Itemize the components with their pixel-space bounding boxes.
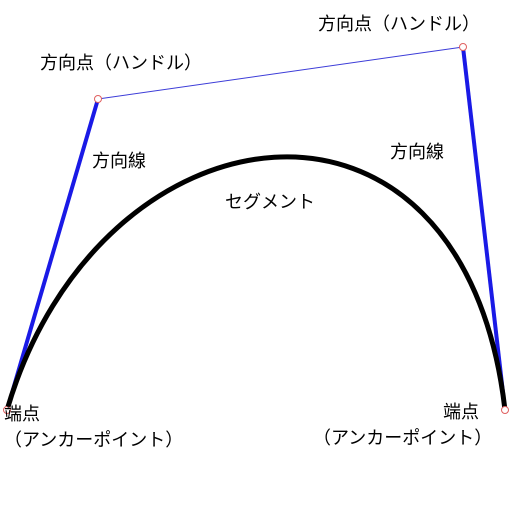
handle-label-left: 方向点（ハンドル）	[40, 53, 202, 74]
anchor-label-left-line1: 端点	[4, 404, 40, 425]
direction-line-label-left: 方向線	[92, 151, 146, 172]
anchor-point-left[interactable]	[3, 406, 11, 414]
handle-label-right: 方向点（ハンドル）	[318, 14, 480, 35]
anchor-label-right-line1: 端点	[443, 402, 479, 423]
segment-label: セグメント	[225, 192, 315, 213]
handle-point-right[interactable]	[459, 43, 467, 51]
direction-line-right	[461, 46, 507, 411]
handle-point-left[interactable]	[94, 95, 102, 103]
anchor-label-left-line2: （アンカーポイント）	[4, 430, 183, 451]
anchor-point-right[interactable]	[501, 406, 509, 414]
segment-curve	[4, 154, 508, 413]
direction-line-label-right: 方向線	[390, 142, 444, 163]
handle-connector-line	[97, 46, 464, 100]
anchor-label-right-line2: （アンカーポイント）	[313, 428, 492, 449]
direction-line-left	[5, 98, 100, 411]
